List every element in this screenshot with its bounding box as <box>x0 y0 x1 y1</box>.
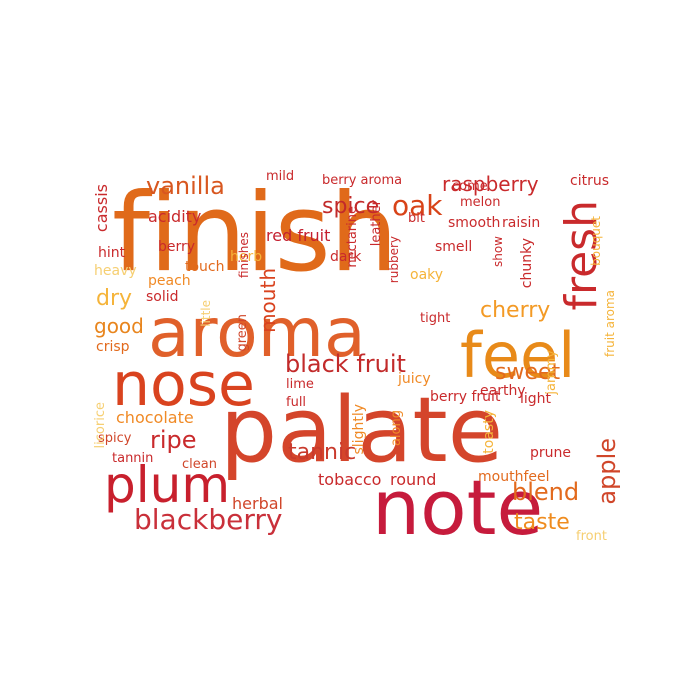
word: little <box>199 300 213 327</box>
word: spice <box>322 194 380 219</box>
word: smooth <box>448 215 501 231</box>
word: berry aroma <box>322 173 403 188</box>
word: mild <box>266 169 295 184</box>
word: cassis <box>92 184 111 233</box>
word: touch <box>185 259 225 275</box>
word: bit <box>408 211 425 226</box>
word: citrus <box>570 173 609 189</box>
word: melon <box>460 195 501 210</box>
word: note <box>372 463 544 552</box>
word: chocolate <box>116 408 194 427</box>
word: spicy <box>98 431 132 446</box>
word: fruit aroma <box>603 290 617 358</box>
word: tannic <box>288 440 357 465</box>
word: herbal <box>232 494 283 513</box>
word: full <box>286 395 307 410</box>
word: dark <box>330 249 362 265</box>
word: clean <box>182 457 217 472</box>
word: leather <box>369 200 384 247</box>
word: black fruit <box>285 350 406 378</box>
word: prune <box>530 445 572 461</box>
word: hint <box>98 245 126 261</box>
word: mouthfeel <box>478 469 550 485</box>
word: nectarine <box>345 206 360 268</box>
word: red fruit <box>266 226 331 245</box>
word: light <box>520 391 552 407</box>
word: show <box>491 236 505 268</box>
word: sweet <box>495 360 561 385</box>
word: taste <box>514 510 570 535</box>
word: finishes <box>237 232 251 278</box>
word: raisin <box>502 215 541 231</box>
word: blackberry <box>134 503 283 536</box>
word: mouth <box>256 268 280 333</box>
word: rubbery <box>387 236 401 284</box>
word: raspberry <box>442 172 539 196</box>
word: peach <box>148 273 191 289</box>
word: slightly <box>351 404 367 455</box>
word: come <box>452 179 488 194</box>
word: front <box>576 529 607 544</box>
word: vanilla <box>146 172 225 200</box>
word: heavy <box>94 263 137 279</box>
word: acidity <box>148 207 202 226</box>
word: chunky <box>519 238 535 289</box>
word: ripe <box>150 426 197 454</box>
word: crisp <box>96 339 130 355</box>
word: tight <box>420 311 451 326</box>
word: nose <box>112 350 255 420</box>
word: licorice <box>93 402 108 449</box>
word: along <box>389 410 404 447</box>
word: good <box>94 314 144 338</box>
word: feel <box>460 319 576 392</box>
word: solid <box>146 289 179 305</box>
word: round <box>390 470 437 489</box>
word: oak <box>392 189 443 222</box>
word: aroma <box>148 294 366 373</box>
word-cloud: finish palate aroma note nose feel plum … <box>90 140 620 560</box>
word: plum <box>104 456 231 514</box>
word: earthy <box>480 383 526 399</box>
word: oaky <box>410 267 444 283</box>
word: jammy <box>544 350 559 395</box>
word: cherry <box>480 298 551 323</box>
word: dry <box>96 286 133 311</box>
word: bouquet <box>589 216 603 266</box>
word: toasty <box>481 410 497 454</box>
word: palate <box>220 378 504 483</box>
word: lime <box>286 377 314 392</box>
word: apple <box>593 438 620 505</box>
word: berry fruit <box>430 389 501 405</box>
word: herb <box>230 249 263 265</box>
word: green <box>235 314 250 352</box>
word: berry <box>158 239 196 255</box>
word: tobacco <box>318 470 382 489</box>
word: smell <box>435 239 473 255</box>
word: juicy <box>398 371 431 387</box>
word: finish <box>112 171 398 296</box>
word: tannin <box>112 451 154 466</box>
word: blend <box>512 478 580 506</box>
